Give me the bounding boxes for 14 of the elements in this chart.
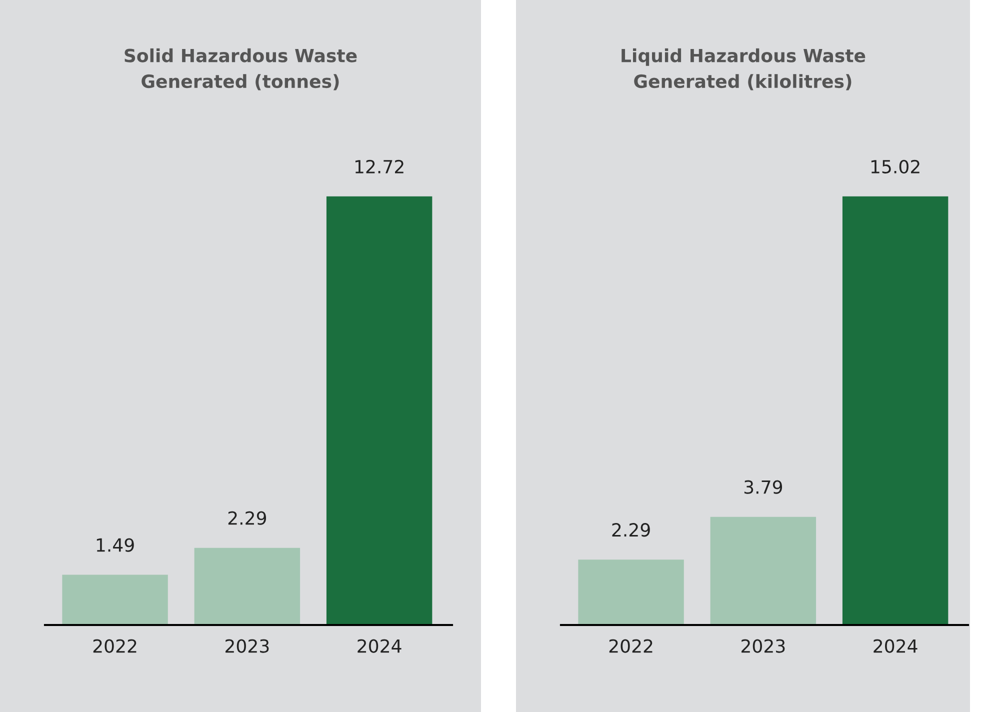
chart-title: Solid Hazardous Waste Generated (tonnes) [124,48,357,90]
x-tick-label: 2022 [609,639,652,653]
data-label: 2.29 [612,523,650,537]
chart-title: Liquid Hazardous Waste Generated (kilolitres) [622,48,866,90]
x-tick-label: 2024 [358,639,402,653]
data-label: 15.02 [871,160,920,174]
x-tick-label: 2022 [93,639,136,653]
data-label: 12.72 [355,160,404,174]
x-tick-label: 2024 [874,639,918,653]
x-tick-label: 2023 [226,639,269,653]
x-tick-label: 2023 [742,639,785,653]
data-label: 1.49 [96,538,134,552]
data-label: 3.79 [744,480,782,494]
data-label: 2.29 [228,511,266,525]
